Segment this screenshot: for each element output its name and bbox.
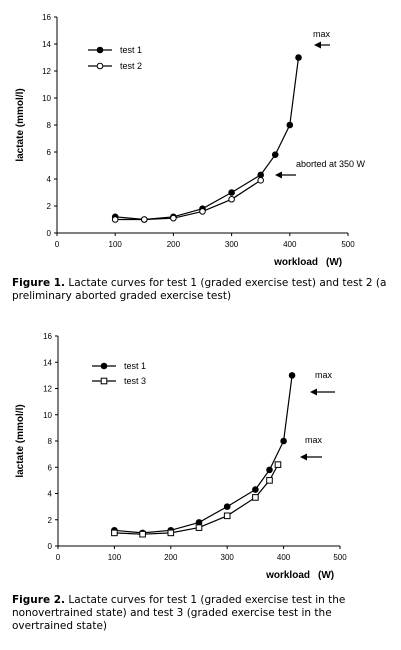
chart-2-series-1-point — [223, 503, 231, 510]
figure-2-caption-label: Figure 2. — [12, 594, 66, 606]
chart-1-y-tick-label: 16 — [42, 13, 51, 22]
chart-2-y-axis-label: lactate (mmol/l) — [15, 404, 26, 477]
chart-1-annotation-arrow-head — [275, 171, 282, 179]
chart-2-x-tick-label: 100 — [108, 553, 122, 562]
chart-2-series-2-point — [167, 529, 175, 537]
chart-2-x-tick-label: 0 — [56, 553, 61, 562]
chart-1-legend-label: test 2 — [120, 61, 142, 71]
chart-1-annotation-label: aborted at 350 W — [296, 159, 366, 169]
figure-1-caption: Figure 1. Lactate curves for test 1 (gra… — [12, 277, 392, 303]
chart-1-x-tick-label: 0 — [55, 240, 60, 249]
chart-2-series-1-point — [288, 372, 296, 379]
chart-1-y-tick-label: 8 — [47, 121, 52, 130]
chart-2-series-1-point — [252, 486, 259, 493]
chart-1-x-tick-label: 400 — [283, 240, 297, 249]
chart-1-annotation-label: max — [313, 29, 331, 39]
figure-2-caption: Figure 2. Lactate curves for test 1 (gra… — [12, 594, 392, 633]
chart-2-series-2-point — [274, 461, 282, 468]
chart-2-y-tick-label: 16 — [43, 332, 52, 341]
chart-1-series-1-point — [257, 171, 265, 179]
chart-2-x-tick-label: 400 — [277, 553, 291, 562]
chart-2-series-1-point — [280, 437, 287, 445]
chart-2-legend-label: test 3 — [124, 376, 146, 386]
chart-2-annotation-label: max — [305, 435, 323, 445]
chart-1-y-tick-label: 2 — [47, 202, 52, 211]
chart-1-y-tick-label: 12 — [42, 67, 51, 76]
chart-1-y-tick-label: 14 — [42, 40, 51, 49]
chart-2-annotation-label: max — [315, 370, 333, 380]
chart-2-series-1-point — [266, 466, 273, 474]
chart-1-series-1-point — [228, 189, 235, 196]
chart-1-series-2-point — [111, 216, 119, 223]
chart-2-x-tick-label: 300 — [221, 553, 235, 562]
chart-1-series-2-point — [228, 195, 235, 203]
chart-2-y-tick-label: 8 — [48, 437, 53, 446]
chart-2-series-1-line — [114, 375, 293, 534]
chart-2-annotation-arrow-head — [300, 453, 307, 461]
chart-1-x-tick-label: 200 — [167, 240, 181, 249]
chart-1-x-tick-label: 300 — [225, 240, 239, 249]
chart-2-y-tick-label: 0 — [48, 542, 53, 551]
chart-2-x-tick-label: 500 — [333, 553, 347, 562]
chart-1-legend-marker — [96, 46, 104, 54]
chart-2-y-tick-label: 12 — [43, 385, 52, 394]
chart-2-legend-label: test 1 — [124, 361, 146, 371]
figure-1-caption-text: Lactate curves for test 1 (graded exerci… — [12, 277, 387, 302]
chart-1-y-tick-label: 0 — [47, 229, 52, 238]
chart-1-annotation-arrow-head — [314, 41, 321, 49]
chart-1-x-axis-label: workload — [273, 257, 318, 268]
chart-1-x-tick-label: 100 — [109, 240, 123, 249]
chart-2-legend-marker — [100, 377, 108, 385]
chart-2-y-tick-label: 4 — [48, 490, 53, 499]
chart-2-legend-marker — [100, 362, 108, 370]
chart-1-series-1-point — [271, 151, 279, 158]
figure-1-caption-label: Figure 1. — [12, 277, 66, 289]
chart-2-x-axis-unit: (W) — [318, 570, 334, 581]
chart-1-y-tick-label: 4 — [47, 175, 52, 184]
chart-1-x-axis-unit: (W) — [326, 257, 342, 268]
chart-1-legend-label: test 1 — [120, 45, 142, 55]
chart-1-series-2-point — [141, 216, 148, 223]
chart-2: 0 2 4 6 8 10 12 14 16 0 100 200 300 400 500 lactate (mm… — [15, 332, 347, 581]
chart-1-legend-marker — [96, 62, 104, 70]
chart-1-series-2-point — [199, 208, 206, 215]
chart-2-series-2-point — [195, 524, 203, 531]
chart-1-series-2-line — [115, 179, 262, 221]
chart-2-series-2-point — [111, 529, 118, 537]
chart-2-y-tick-label: 6 — [48, 463, 53, 472]
chart-1-series-1-line — [115, 57, 300, 221]
chart-2-y-tick-label: 10 — [43, 411, 52, 420]
chart-2-series-2-point — [223, 512, 231, 520]
chart-2-annotation-arrow-head — [310, 388, 317, 396]
chart-2-y-tick-label: 2 — [48, 516, 53, 525]
chart-2-x-tick-label: 200 — [164, 553, 178, 562]
figure-2-caption-text: Lactate curves for test 1 (graded exerci… — [12, 594, 346, 632]
chart-2-x-axis-label: workload — [265, 570, 310, 581]
chart-2-series-2-point — [252, 494, 259, 501]
chart-2-series-2-point — [266, 477, 273, 484]
chart-1-series-1-point — [295, 54, 302, 61]
chart-1-series-2-point — [257, 177, 265, 184]
chart-1-series-1-point — [286, 121, 294, 129]
chart-1-y-tick-label: 6 — [47, 148, 52, 157]
chart-1-y-tick-label: 10 — [42, 94, 51, 103]
chart-1-x-tick-label: 500 — [341, 240, 355, 249]
chart-2-series-2-point — [139, 530, 146, 538]
chart-1-series-2-point — [170, 214, 177, 222]
chart-1-y-axis-label: lactate (mmol/l) — [15, 88, 26, 161]
chart-2-y-tick-label: 14 — [43, 358, 52, 367]
chart-1: 0 2 4 6 8 10 12 14 16 0 100 200 300 400 500 lactate (mm… — [15, 13, 366, 268]
